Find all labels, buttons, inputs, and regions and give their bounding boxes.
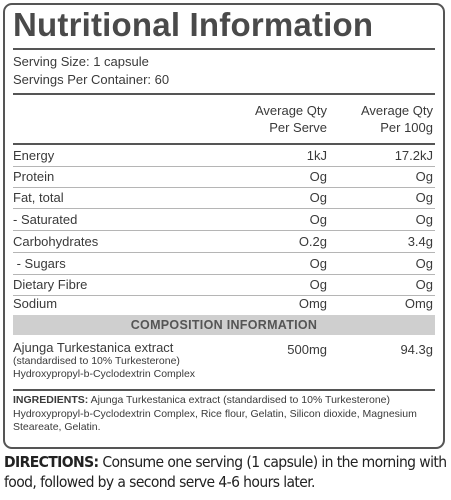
nutrition-panel: Nutritional Information Serving Size: 1 … [3, 3, 445, 449]
per-100g-header-line2: Per 100g [380, 120, 433, 135]
row-divider [13, 166, 435, 167]
nutrient-row-protein: Protein Og Og [13, 166, 435, 188]
nutrient-name: Dietary Fibre [13, 277, 88, 292]
row-divider [13, 230, 435, 231]
ingredients-text: INGREDIENTS: Ajunga Turkestanica extract… [13, 394, 435, 435]
ingredients-label: INGREDIENTS: [13, 394, 89, 406]
row-divider [13, 208, 435, 209]
nutrient-per-serve: O.2g [298, 234, 327, 249]
directions-body: Consume one serving (1 capsule) in the m… [4, 453, 447, 491]
per-serve-header-line2: Per Serve [269, 120, 327, 135]
per-100g-header-line1: Average Qty [360, 103, 433, 118]
nutrient-per-100g: 3.4g [407, 234, 433, 249]
nutrient-name: - Saturated [13, 212, 78, 227]
header-rule [13, 143, 435, 145]
nutrient-per-100g: 17.2kJ [394, 148, 433, 163]
per-100g-header: Average Qty Per 100g [361, 102, 433, 136]
nutrient-row-saturated: - Saturated Og Og [13, 209, 435, 231]
nutrient-per-serve: Og [309, 169, 327, 184]
per-serve-header-line1: Average Qty [254, 103, 327, 118]
nutrient-row-carbohydrates: Carbohydrates O.2g 3.4g [13, 231, 435, 253]
nutrient-per-100g: Omg [404, 296, 433, 311]
ingredients-rule [13, 389, 435, 391]
nutrient-per-serve: Og [309, 277, 327, 292]
title-rule [13, 48, 435, 50]
composition-item-note2: Hydroxypropyl-b-Cyclodextrin Complex [13, 368, 196, 380]
row-divider [13, 187, 435, 188]
nutrient-name: Sodium [13, 296, 58, 311]
nutrient-name: Fat, total [13, 190, 64, 205]
row-divider [13, 295, 435, 296]
directions: DIRECTIONS: Consume one serving (1 capsu… [4, 452, 449, 492]
nutrient-per-100g: Og [415, 169, 433, 184]
nutrient-per-100g: Og [415, 212, 433, 227]
directions-label: DIRECTIONS: [4, 453, 99, 471]
serving-size: Serving Size: 1 capsule [13, 54, 149, 69]
nutrient-row-sugars: - Sugars Og Og [13, 253, 435, 275]
ingredients-body: Ajunga Turkestanica extract (standardise… [13, 394, 417, 433]
serving-rule [13, 93, 435, 95]
row-divider [13, 252, 435, 253]
nutrient-row-sodium: Sodium Omg Omg [13, 293, 435, 315]
composition-per-100g: 94.3g [400, 342, 433, 357]
nutrient-per-serve: Omg [298, 296, 327, 311]
composition-item-name: Ajunga Turkestanica extract [13, 340, 174, 355]
composition-heading: COMPOSITION INFORMATION [13, 315, 435, 335]
composition-item-note: (standardised to 10% Turkesterone) [13, 355, 180, 367]
nutrient-row-energy: Energy 1kJ 17.2kJ [13, 145, 435, 167]
nutrient-per-serve: Og [309, 256, 327, 271]
nutrient-per-serve: 1kJ [306, 148, 327, 163]
per-serve-header: Average Qty Per Serve [255, 102, 327, 136]
nutrient-name: Energy [13, 148, 55, 163]
nutrient-name: Carbohydrates [13, 234, 99, 249]
nutrient-per-100g: Og [415, 277, 433, 292]
nutrient-per-100g: Og [415, 190, 433, 205]
composition-per-serve: 500mg [287, 342, 327, 357]
panel-title: Nutritional Information [13, 6, 374, 43]
row-divider [13, 274, 435, 275]
nutrient-row-dietary-fibre: Dietary Fibre Og Og [13, 274, 435, 296]
nutrient-name: - Sugars [13, 256, 66, 271]
nutrient-per-serve: Og [309, 190, 327, 205]
nutrient-row-fat-total: Fat, total Og Og [13, 187, 435, 209]
nutrient-name: Protein [13, 169, 55, 184]
nutrient-per-serve: Og [309, 212, 327, 227]
nutrient-per-100g: Og [415, 256, 433, 271]
servings-per-container: Servings Per Container: 60 [13, 72, 170, 87]
